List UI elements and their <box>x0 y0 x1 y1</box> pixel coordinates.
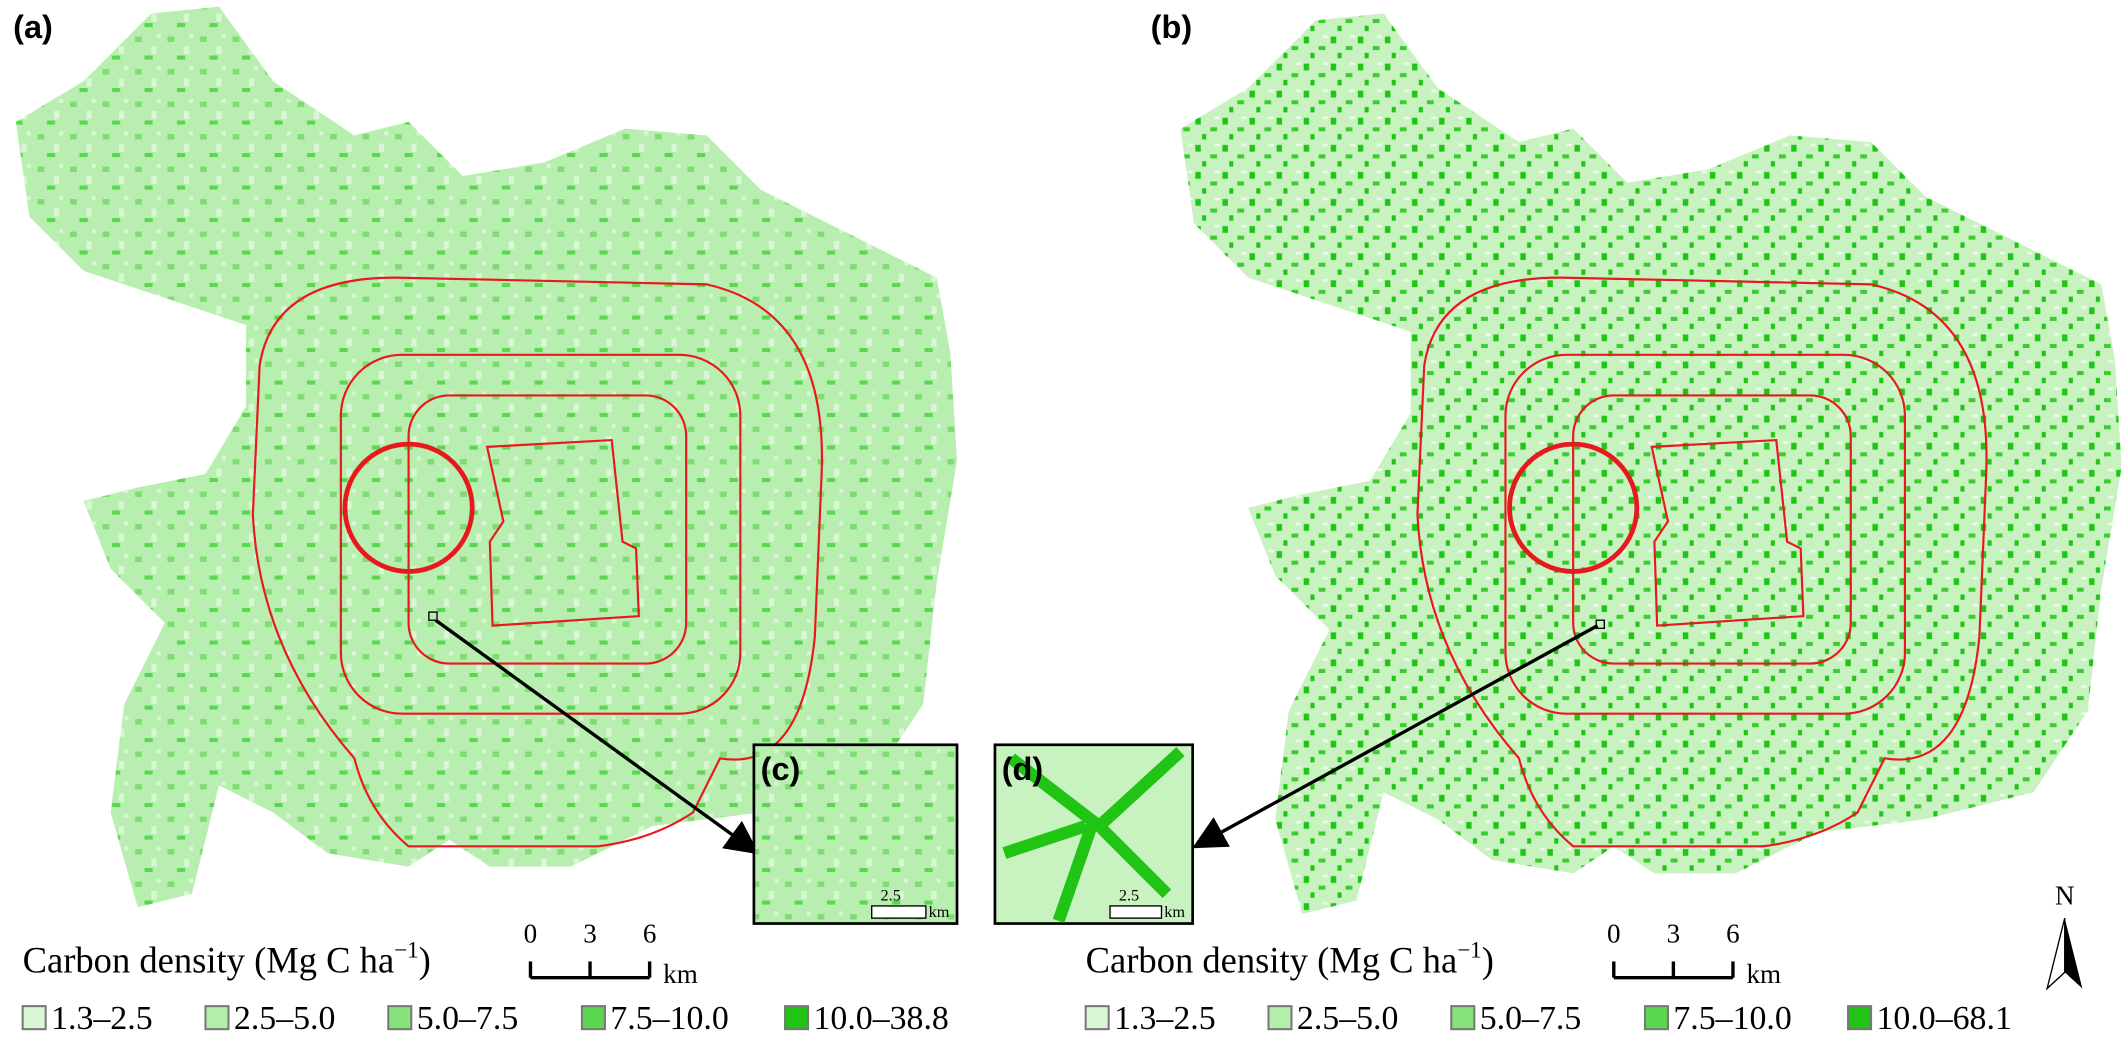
legend-swatch <box>1084 1005 1110 1031</box>
scale-label: 3 <box>1667 919 1681 949</box>
legend-title-main: Carbon density (Mg C ha <box>1086 939 1458 980</box>
scale-unit: km <box>1747 959 1782 989</box>
inset-label: (c) <box>761 751 801 787</box>
inset-c <box>752 743 959 925</box>
legend-label: 5.0–7.5 <box>1480 1000 1582 1037</box>
legend-title-main: Carbon density (Mg C ha <box>23 939 395 980</box>
inset-unit: km <box>929 903 950 921</box>
inset-scale: 2.5 <box>881 887 901 905</box>
inset-scale: 2.5 <box>1119 887 1139 905</box>
legend-swatch <box>784 1005 810 1031</box>
legend-title-sup: −1 <box>1457 936 1482 962</box>
scale-unit: km <box>663 959 698 989</box>
legend-label: 1.3–2.5 <box>1114 1000 1216 1037</box>
legend-title-sup: −1 <box>394 936 419 962</box>
legend-swatch <box>387 1005 413 1031</box>
panel-label: (b) <box>1151 9 1193 45</box>
legend-title-end: ) <box>419 939 431 980</box>
legend-title-end: ) <box>1482 939 1494 980</box>
north-label: N <box>2055 881 2075 911</box>
scale-label: 3 <box>583 919 597 949</box>
legend-title: Carbon density (Mg C ha−1) <box>23 936 431 980</box>
inset-label: (d) <box>1002 751 1044 787</box>
map-b <box>1180 13 2122 915</box>
legend-swatch <box>580 1005 606 1031</box>
legend-label: 1.3–2.5 <box>51 1000 153 1037</box>
scale-label: 0 <box>524 919 538 949</box>
legend-swatch <box>1643 1005 1669 1031</box>
legend-label: 2.5–5.0 <box>234 1000 336 1037</box>
legend-label: 10.0–38.8 <box>813 1000 948 1037</box>
inset-d <box>993 743 1195 925</box>
north-arrow <box>2045 917 2083 991</box>
panel-label: (a) <box>13 9 53 45</box>
legend-label: 10.0–68.1 <box>1877 1000 2012 1037</box>
scale-label: 6 <box>643 919 657 949</box>
legend-label: 2.5–5.0 <box>1297 1000 1399 1037</box>
legend-swatch <box>204 1005 230 1031</box>
scale-label: 6 <box>1726 919 1740 949</box>
legend-swatch <box>1267 1005 1293 1031</box>
legend-label: 5.0–7.5 <box>417 1000 519 1037</box>
legend-title: Carbon density (Mg C ha−1) <box>1086 936 1494 980</box>
legend-swatch <box>21 1005 47 1031</box>
legend-swatch <box>1847 1005 1873 1031</box>
legend-swatch <box>1450 1005 1476 1031</box>
legend-label: 7.5–10.0 <box>610 1000 728 1037</box>
scale-label: 0 <box>1607 919 1621 949</box>
legend-label: 7.5–10.0 <box>1673 1000 1791 1037</box>
map-a <box>15 6 958 908</box>
inset-unit: km <box>1164 903 1185 921</box>
